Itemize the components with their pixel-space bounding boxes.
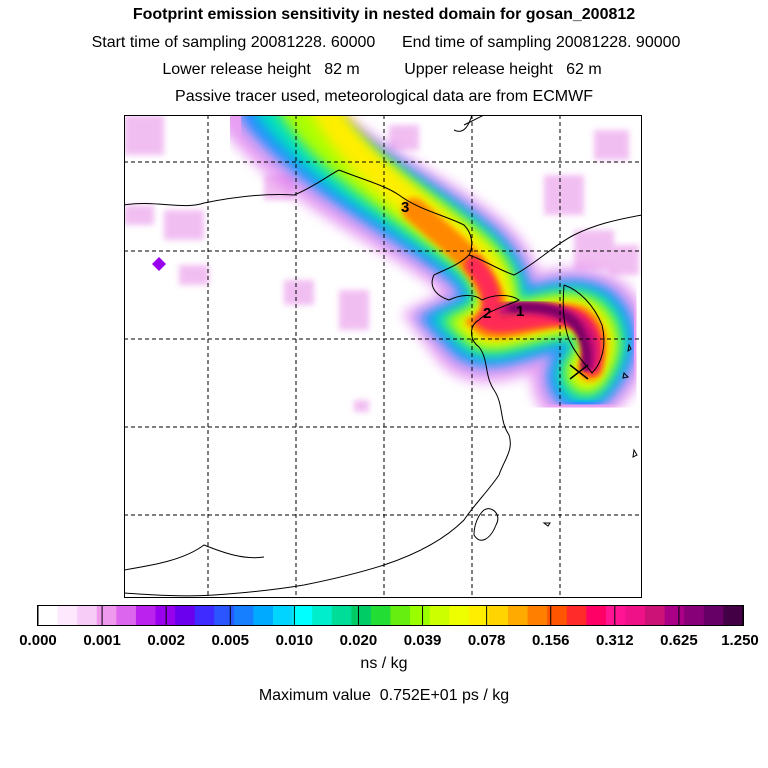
lower-release-text: Lower release height 82 m bbox=[162, 61, 360, 78]
colorbar-tick-label: 0.312 bbox=[596, 632, 634, 649]
colorbar-tick-label: 0.625 bbox=[660, 632, 698, 649]
maximum-value: Maximum value 0.752E+01 ps / kg bbox=[258, 687, 510, 704]
colorbar-cell bbox=[96, 606, 117, 625]
colorbar-cell bbox=[351, 606, 372, 625]
colorbar-cell bbox=[645, 606, 666, 625]
colorbar-cell bbox=[312, 606, 333, 625]
colorbar-cell bbox=[586, 606, 607, 625]
colorbar: 0.000 0.001 0.002 0.005 0.010 0.020 0.039 0.078… bbox=[19, 605, 759, 649]
colorbar-tick-label: 0.000 bbox=[19, 632, 57, 649]
colorbar-cell bbox=[175, 606, 196, 625]
colorbar-cell bbox=[410, 606, 431, 625]
colorbar-cell bbox=[703, 606, 724, 625]
colorbar-tick-label: 0.001 bbox=[83, 632, 121, 649]
end-sampling-text: End time of sampling 20081228. 90000 bbox=[402, 34, 681, 51]
colorbar-unit: ns / kg bbox=[360, 655, 408, 672]
colorbar-cell bbox=[331, 606, 352, 625]
colorbar-tick-label: 0.039 bbox=[404, 632, 442, 649]
plume-label-2: 2 bbox=[483, 305, 491, 322]
colorbar-cell bbox=[449, 606, 470, 625]
colorbar-tick-label: 0.156 bbox=[532, 632, 570, 649]
colorbar-cell bbox=[429, 606, 450, 625]
colorbar-cell bbox=[390, 606, 411, 625]
colorbar-cell bbox=[605, 606, 626, 625]
upper-release-text: Upper release height 62 m bbox=[404, 61, 602, 78]
colorbar-tick-label: 0.020 bbox=[340, 632, 378, 649]
colorbar-frame bbox=[37, 605, 744, 626]
colorbar-cell bbox=[77, 606, 98, 625]
colorbar-cell bbox=[253, 606, 274, 625]
tracer-note: Passive tracer used, meteorological data… bbox=[175, 88, 593, 105]
colorbar-cell bbox=[468, 606, 489, 625]
footprint-map: 3 2 1 bbox=[124, 115, 643, 598]
colorbar-cell bbox=[38, 606, 59, 625]
colorbar-cell bbox=[625, 606, 646, 625]
receptor-marker bbox=[569, 364, 589, 380]
colorbar-tick-label: 0.010 bbox=[276, 632, 314, 649]
colorbar-cell bbox=[233, 606, 254, 625]
colorbar-cell bbox=[116, 606, 137, 625]
grid-lines bbox=[124, 115, 642, 598]
plume-label-1: 1 bbox=[516, 303, 524, 320]
colorbar-cell bbox=[566, 606, 587, 625]
colorbar-cell bbox=[57, 606, 78, 625]
colorbar-cell bbox=[370, 606, 391, 625]
colorbar-cell bbox=[527, 606, 548, 625]
colorbar-cells bbox=[38, 606, 744, 625]
colorbar-cell bbox=[155, 606, 176, 625]
colorbar-tick-label: 1.250 bbox=[721, 632, 759, 649]
colorbar-cell bbox=[684, 606, 705, 625]
release-heights: Lower release height 82 m Upper release … bbox=[0, 61, 766, 79]
colorbar-tick-label: 0.078 bbox=[468, 632, 506, 649]
colorbar-cell bbox=[292, 606, 313, 625]
colorbar-cell bbox=[135, 606, 156, 625]
colorbar-cell bbox=[194, 606, 215, 625]
colorbar-cell bbox=[508, 606, 529, 625]
coastlines bbox=[124, 115, 643, 597]
map-frame bbox=[124, 115, 642, 598]
plot-title: Footprint emission sensitivity in nested… bbox=[132, 6, 636, 23]
start-sampling-text: Start time of sampling 20081228. 60000 bbox=[91, 34, 376, 51]
colorbar-cell bbox=[273, 606, 294, 625]
plume-field bbox=[124, 115, 642, 428]
colorbar-tick-label: 0.005 bbox=[211, 632, 249, 649]
colorbar-cell bbox=[664, 606, 685, 625]
colorbar-cell bbox=[547, 606, 568, 625]
plume-label-3: 3 bbox=[401, 199, 409, 216]
colorbar-cell bbox=[488, 606, 509, 625]
colorbar-tick-label: 0.002 bbox=[147, 632, 185, 649]
sampling-times: Start time of sampling 20081228. 60000 E… bbox=[2, 34, 768, 52]
colorbar-cell bbox=[214, 606, 235, 625]
colorbar-cell bbox=[723, 606, 744, 625]
colorbar-ticks: 0.000 0.001 0.002 0.005 0.010 0.020 0.039 0.078… bbox=[19, 606, 759, 649]
